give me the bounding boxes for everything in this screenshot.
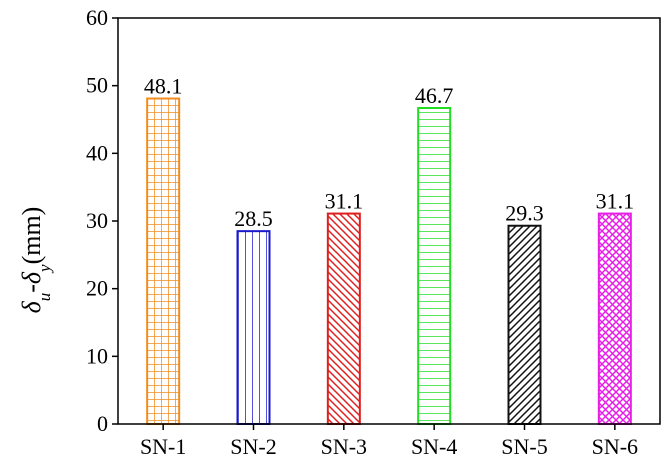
y-axis-title-delta-y: δ [17, 271, 46, 284]
bar-sn-4 [417, 106, 452, 425]
y-axis-title-sub-u: u [35, 293, 54, 302]
y-tick-label: 10 [86, 343, 108, 368]
y-tick-label: 60 [86, 5, 108, 30]
x-axis-ticks: SN-1 SN-2 SN-3 SN-4 SN-5 SN-6 [140, 424, 638, 459]
data-label-sn-5: 29.3 [505, 201, 544, 226]
bar-sn-2 [236, 230, 271, 425]
x-tick-label-sn-1: SN-1 [140, 434, 186, 459]
data-label-sn-6: 31.1 [596, 189, 635, 214]
plot-frame [117, 17, 661, 425]
bar-sn-5 [507, 224, 542, 425]
y-tick-label: 40 [86, 140, 108, 165]
y-axis-title-delta-u: δ [17, 300, 46, 313]
data-labels-group: 48.1 28.5 31.1 46.7 29.3 31.1 [144, 74, 634, 232]
y-axis-title-sub-y: y [35, 264, 54, 274]
x-tick-label-sn-2: SN-2 [230, 434, 276, 459]
bar-sn-6 [597, 212, 632, 425]
y-tick-label: 50 [86, 73, 108, 98]
bar-sn-3 [326, 212, 361, 425]
y-axis-title-unit: (mm) [17, 207, 46, 265]
data-label-sn-3: 31.1 [325, 189, 364, 214]
bars-group [146, 97, 632, 425]
y-axis-title-dash: - [17, 284, 46, 293]
y-tick-label: 30 [86, 208, 108, 233]
data-label-sn-1: 48.1 [144, 74, 183, 99]
y-axis-ticks: 0 10 20 30 40 50 60 [86, 5, 118, 436]
bar-sn-1 [146, 97, 181, 425]
y-axis-title: δu-δy(mm) [17, 207, 54, 314]
x-tick-label-sn-6: SN-6 [592, 434, 638, 459]
x-tick-label-sn-3: SN-3 [321, 434, 367, 459]
x-tick-label-sn-4: SN-4 [411, 434, 457, 459]
y-tick-label: 0 [97, 411, 108, 436]
x-tick-label-sn-5: SN-5 [501, 434, 547, 459]
data-label-sn-4: 46.7 [415, 83, 454, 108]
y-tick-label: 20 [86, 276, 108, 301]
data-label-sn-2: 28.5 [234, 206, 273, 231]
